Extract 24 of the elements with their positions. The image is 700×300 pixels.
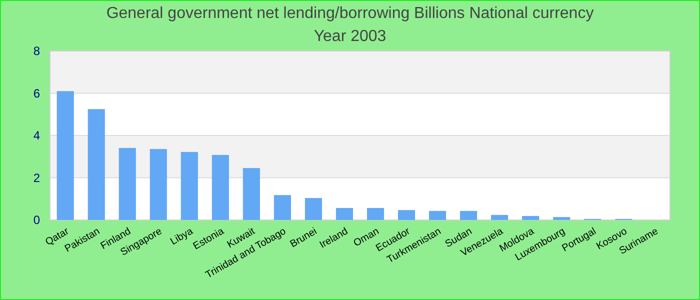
bar [150,149,167,220]
y-tick-label: 4 [33,128,40,143]
chart-subtitle: Year 2003 [314,28,386,45]
bar [398,210,416,220]
bar [460,210,478,220]
chart-title: General government net lending/borrowing Billions National currency [106,5,594,22]
bar [429,210,446,220]
bar [56,91,74,220]
y-tick-label: 0 [33,213,40,228]
y-tick-label: 8 [33,44,40,58]
bar [274,195,291,220]
bar [180,152,198,220]
bar [88,109,105,220]
bar [304,198,322,220]
bar [553,217,570,220]
bar [118,148,136,220]
y-tick-label: 6 [33,86,40,100]
bar [336,208,354,220]
bar [491,214,508,220]
y-tick-label: 2 [33,170,40,185]
bar [522,216,540,220]
bar [366,208,384,220]
bar [242,168,260,220]
bar [212,154,229,220]
